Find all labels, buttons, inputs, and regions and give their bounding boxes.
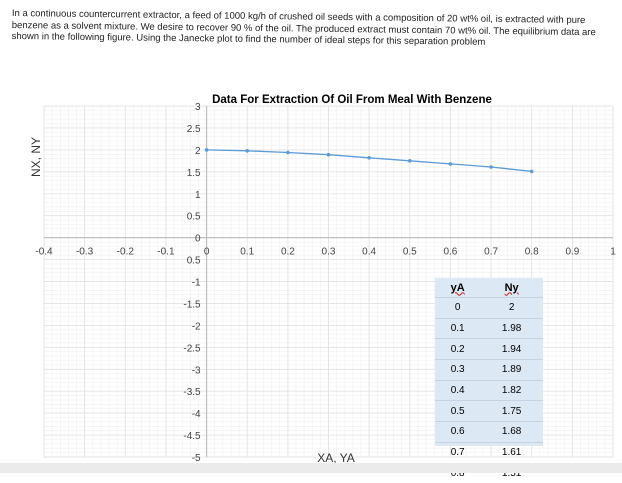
y-tick-label: -4.5 — [183, 431, 201, 442]
table-cell-ny: 1.82 — [480, 380, 543, 401]
y-tick-label: -2 — [192, 321, 201, 332]
y-tick-label: -3.5 — [183, 387, 201, 398]
y-tick-label: 1.5 — [187, 168, 201, 179]
table-cell-ya: 0.1 — [435, 318, 480, 339]
table-cell-ny: 1.75 — [480, 401, 543, 422]
data-point — [327, 153, 331, 157]
data-point — [205, 148, 209, 152]
y-tick-label: -1 — [192, 278, 201, 289]
y-tick-label: 0.5 — [187, 256, 201, 267]
x-tick-label: 0.7 — [484, 247, 498, 258]
table-cell-ny: 1.68 — [480, 422, 543, 443]
table-cell-ya: 0.3 — [435, 360, 480, 381]
table-header-row: yA Ny — [435, 278, 543, 298]
x-tick-label: -0.4 — [35, 247, 53, 258]
table-cell-ya: 0 — [435, 298, 480, 319]
x-tick-label: 0.8 — [525, 247, 539, 258]
x-tick-label: 0.9 — [565, 247, 579, 258]
table-cell-ny: 1.98 — [480, 318, 543, 339]
data-point — [449, 162, 453, 166]
column-header-ya: yA — [435, 278, 480, 298]
x-tick-label: 0.2 — [281, 247, 295, 258]
table-cell-ny: 2 — [480, 298, 543, 319]
data-point — [367, 156, 371, 160]
y-tick-label: 0 — [195, 234, 201, 245]
column-header-ny: Ny — [480, 278, 543, 298]
x-tick-label: -0.2 — [117, 247, 135, 258]
data-point — [530, 170, 534, 174]
y-tick-label: 2.5 — [187, 124, 201, 135]
table-cell-ya: 0.7 — [435, 442, 480, 463]
bottom-band — [0, 463, 622, 473]
y-tick-label: -1.5 — [183, 299, 201, 310]
x-tick-label: -0.3 — [76, 247, 94, 258]
x-tick-label: 0.5 — [403, 247, 417, 258]
data-point — [408, 159, 412, 163]
table-cell-ya: 0.4 — [435, 380, 480, 401]
y-tick-label: -2.5 — [183, 343, 201, 354]
y-tick-label: 0.5 — [187, 212, 201, 223]
x-tick-label: 0.1 — [240, 247, 254, 258]
table-cell-ny: 1.89 — [480, 360, 543, 381]
x-tick-label: 0.6 — [443, 247, 457, 258]
y-tick-label: 1 — [195, 190, 201, 201]
x-tick-label: 1 — [610, 247, 616, 258]
table-cell-ya: 0.2 — [435, 339, 480, 360]
chart-title: Data For Extraction Of Oil From Meal Wit… — [212, 94, 492, 106]
x-tick-label: -0.1 — [157, 247, 175, 258]
table-cell-ya: 0.6 — [435, 422, 480, 443]
x-tick-label: 0.4 — [362, 247, 376, 258]
data-point — [286, 151, 290, 155]
table-cell-ny: 1.94 — [480, 339, 543, 360]
y-tick-label: 3 — [195, 102, 201, 113]
y-axis-label: NX, NY — [29, 137, 43, 177]
table-cell-ya: 0.5 — [435, 401, 480, 422]
x-tick-label: 0 — [204, 247, 210, 258]
y-tick-label: -3 — [192, 365, 201, 376]
table-cell-ny: 1.61 — [480, 442, 543, 463]
x-tick-label: 0.3 — [322, 247, 336, 258]
y-tick-label: 2 — [195, 146, 201, 157]
y-tick-label: -4 — [192, 409, 201, 420]
data-point — [245, 149, 249, 153]
data-point — [489, 165, 493, 169]
